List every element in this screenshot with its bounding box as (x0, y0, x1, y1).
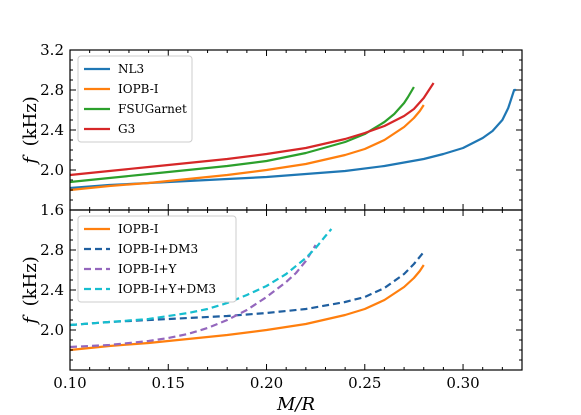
bottom-series-line-2 (69, 244, 317, 349)
top-ylabel-symbol: f (20, 154, 41, 166)
bottom-ytick-label-2: 2.8 (40, 241, 64, 259)
top-ytick-label-2: 2.4 (40, 121, 64, 139)
bottom-ylabel-symbol: f (20, 314, 41, 326)
bottom-series-line-3 (69, 228, 333, 327)
xtick-label-4: 0.30 (446, 374, 479, 392)
top-legend-label-1: IOPB-I (118, 82, 159, 96)
top-ytick-label-3: 2.8 (40, 81, 64, 99)
top-legend-label-2: FSUGarnet (118, 102, 187, 116)
bottom-ytick-label-0: 2.0 (40, 321, 64, 339)
top-ylabel: f (kHz) (20, 96, 41, 166)
bottom-legend-label-1: IOPB-I+DM3 (118, 242, 198, 256)
xtick-label-3: 0.25 (348, 374, 381, 392)
bottom-legend-box (77, 215, 237, 303)
top-panel: 1.6 2.0 2.4 2.8 3.2 NL3 IOPB-I FSUGarnet G3 f (… (20, 41, 523, 219)
top-series-group (69, 82, 517, 192)
top-ytick-label-0: 1.6 (40, 201, 64, 219)
bottom-legend: IOPB-I IOPB-I+DM3 IOPB-I+Y IOPB-I+Y+DM3 (77, 215, 237, 303)
top-legend-box (77, 55, 193, 143)
top-ylabel-unit: (kHz) (20, 96, 41, 146)
top-series-line-0 (69, 88, 517, 190)
bottom-panel: 2.02.42.80.10 0.15 0.20 0.25 0.30 IOPB-IIOPB… (20, 209, 523, 415)
x-axis-label: M/R (276, 394, 315, 415)
bottom-series-group (69, 228, 425, 352)
top-ticks-group: 1.6 2.0 2.4 2.8 3.2 (40, 41, 523, 219)
top-legend: NL3 IOPB-I FSUGarnet G3 (77, 55, 193, 143)
bottom-ytick-label-1: 2.4 (40, 281, 64, 299)
xtick-label-0: 0.10 (53, 374, 86, 392)
bottom-legend-label-2: IOPB-I+Y (118, 262, 178, 276)
bottom-series-line-0 (69, 264, 425, 352)
top-legend-label-0: NL3 (118, 62, 144, 76)
bottom-ticks-group: 2.0 2.4 2.8 0.10 0.15 0.20 0.25 0.30 (40, 209, 523, 392)
bottom-ylabel-unit: (kHz) (20, 256, 41, 306)
top-ytick-label-4: 3.2 (40, 41, 64, 59)
top-legend-label-3: G3 (118, 122, 135, 136)
xtick-label-1: 0.15 (152, 374, 185, 392)
top-ytick-label-1: 2.0 (40, 161, 64, 179)
top-series-line-2 (69, 86, 415, 184)
top-series-line-1 (69, 104, 425, 192)
bottom-plot-frame (69, 209, 523, 371)
xtick-label-2: 0.20 (250, 374, 283, 392)
bottom-legend-label-3: IOPB-I+Y+DM3 (118, 282, 216, 296)
top-series-line-3 (69, 82, 435, 177)
bottom-legend-label-0: IOPB-I (118, 222, 159, 236)
bottom-ylabel: f (kHz) (20, 256, 41, 326)
